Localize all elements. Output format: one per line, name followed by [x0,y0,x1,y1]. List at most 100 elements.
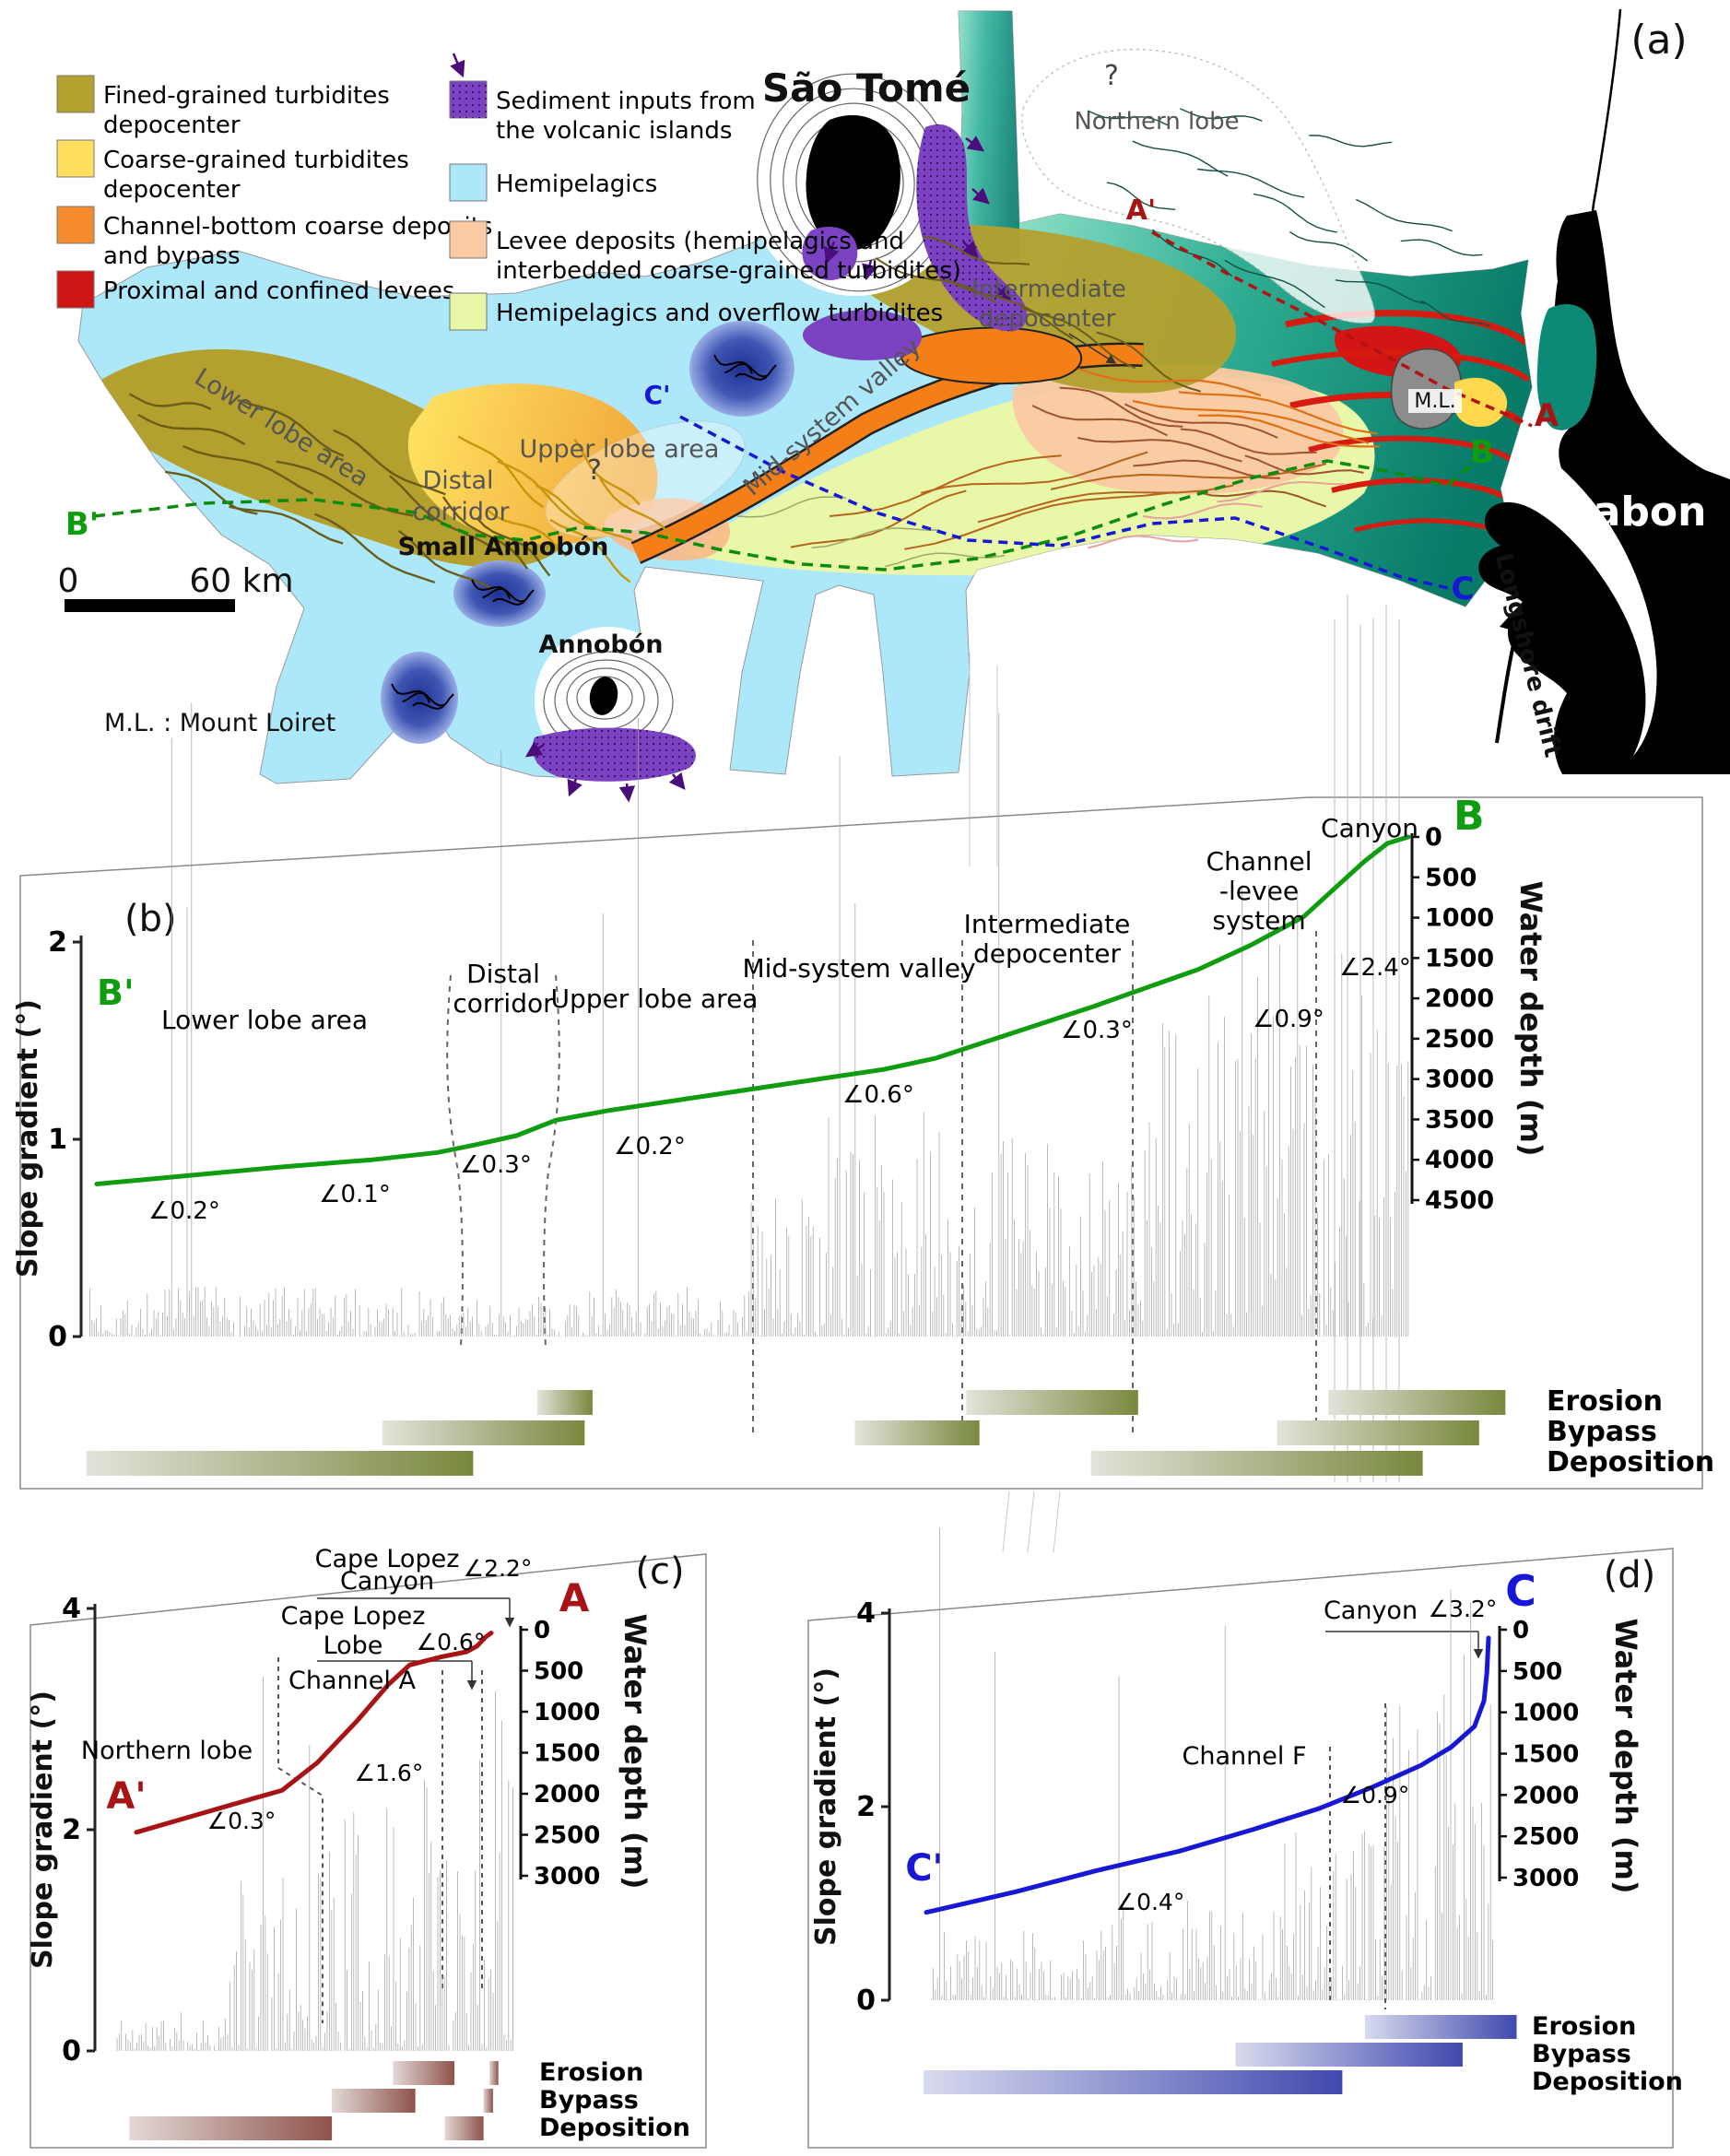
legend-label: Levee deposits (hemipelagics and [496,228,904,255]
panel-d-label: (d) [1604,1554,1656,1596]
channel-squiggle [229,505,344,545]
channel-squiggle [977,484,1234,524]
channel-squiggle [1217,480,1346,503]
erosion-label: Erosion [1532,2012,1636,2041]
depth-tick-label: 3000 [1425,1066,1494,1094]
panel-b-bar-labels: Erosion Bypass Deposition [1547,1385,1714,1479]
depth-tick-label: 3500 [1425,1105,1494,1134]
legend-swatch-dots [450,81,487,118]
seamount-mid [689,321,794,417]
zone-label: Cape Lopez [315,1545,460,1573]
slope-tick-label: 4 [62,1593,81,1625]
zone-label: Mid-system valley [742,953,975,984]
channel-squiggle [164,470,258,515]
channel-squiggle [811,527,940,548]
valley-head-orange [900,326,1083,385]
sao-tome-sediment-arrows [823,135,1012,302]
profile-line-c [679,415,1457,592]
yellow-coast-patch [1454,377,1508,428]
legend-label: Hemipelagics [496,171,657,198]
channel-squiggle [535,484,633,542]
angle-label: ∠0.2° [614,1133,686,1160]
channel-squiggle [313,512,436,584]
legend-arrow-icon [450,53,465,78]
slope-tick-label: 1 [48,1124,67,1156]
slope-tick-label: 0 [48,1321,67,1353]
channel-squiggle [1197,168,1305,198]
panel-c-end-label: A [559,1575,590,1620]
zone-label: Lower lobe area [161,1005,368,1035]
slope-gradient-noise [89,702,1409,1337]
channel-squiggle [128,393,212,410]
gabon-label: Gabon [1560,489,1707,536]
channel-squiggle [1096,331,1202,393]
angle-label: ∠0.3° [1061,1017,1133,1044]
map-panel: (a) São Tomé ? ? Northern lobe A' Interm… [56,8,1730,803]
deposition-bar [86,1451,474,1476]
annobon-island [589,677,618,715]
sao-tome-label: São Tomé [762,65,971,111]
depth-tick-label: 2500 [1512,1823,1579,1851]
c-prime-label: C' [643,380,670,410]
channel-squiggle [573,438,641,506]
zone-label: Channel F [1183,1742,1307,1771]
angle-label: ∠0.3° [460,1151,532,1179]
distal-corridor-label-2: corridor [412,498,510,526]
intermediate-pointer-arrow [1068,333,1117,364]
channel-squiggle [724,362,768,378]
bypass-label: Bypass [1547,1416,1657,1448]
erosion-bar [393,2061,454,2085]
intermediate-depocenter-label-1: Intermediate [971,276,1126,303]
channel-squiggle [137,413,246,446]
profile-line-b [93,459,1475,571]
panel-c-zone-separators [277,1657,483,2023]
legend-label: depocenter [103,176,241,204]
channel-squiggle [1400,239,1483,256]
panel-b-label: (b) [124,898,177,940]
angle-label: ∠0.9° [1341,1782,1410,1808]
slope-tick-label: 2 [856,1791,876,1823]
profile-panel-c: (c) A' A Slope gradient (°) Water depth … [27,1550,707,2149]
mount-loiret-abbr: M.L. [1414,390,1455,413]
zone-label: Canyon [1321,813,1418,843]
legend-swatch-levee-deposits [449,220,488,259]
channel-squiggle [735,364,777,382]
erosion-label: Erosion [539,2058,643,2087]
channel-squiggle [486,508,568,558]
sao-tome-island [806,115,900,251]
seamount-sw [381,652,458,744]
channel-squiggle [237,398,345,457]
depth-tick-label: 2000 [1512,1782,1579,1809]
angle-label: ∠0.4° [1116,1889,1185,1915]
deposition-bar [1090,1451,1423,1476]
legend-swatch-fine-grained [56,75,95,113]
angle-label: ∠0.3° [207,1808,277,1834]
bypass-bar [854,1420,980,1445]
legend-label: the volcanic islands [496,117,732,145]
channel-squiggle [1420,300,1490,327]
zone-label: Canyon [340,1567,434,1596]
profile-panel-b: (b) B' B Slope gradient (°) Water depth … [12,793,1714,1490]
zone-label: Lobe [324,1632,383,1660]
erosion-bar [1364,2015,1517,2039]
depth-tick-label: 1500 [1512,1741,1579,1769]
question-mark-north: ? [1104,60,1119,92]
channel-squiggle [1124,403,1278,439]
panel-d-callouts [1325,1631,1484,1659]
channel-squiggle [477,517,551,577]
deposition-label: Deposition [1532,2068,1683,2096]
sao-tome-volcanic-apron [802,124,1028,360]
panel-d-ylabel-right: Water depth (m) [1608,1619,1643,1894]
channel-squiggle [482,587,525,603]
channel-squiggle [1289,231,1369,262]
depth-tick-label: 4000 [1425,1146,1494,1174]
gabon-coastline-line [1591,8,1622,215]
depth-tick-label: 3000 [1512,1865,1579,1892]
depth-tick-label: 1000 [534,1699,600,1726]
panel-c-label: (c) [635,1550,684,1593]
angle-label: ∠3.2° [1429,1596,1498,1622]
a-prime-label: A' [1126,194,1156,227]
question-mark-mid: ? [587,454,602,487]
legend-swatch-overflow [449,292,488,331]
projection-lines [969,653,1061,1553]
